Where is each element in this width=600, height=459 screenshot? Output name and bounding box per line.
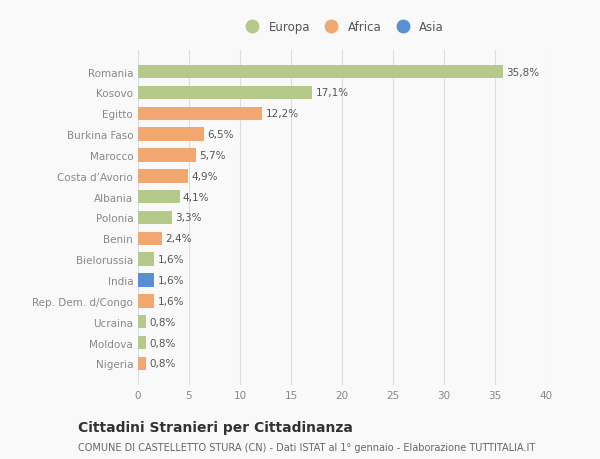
Bar xyxy=(138,211,172,225)
Bar xyxy=(138,232,163,246)
Text: 35,8%: 35,8% xyxy=(506,67,539,78)
Bar xyxy=(138,149,196,162)
Text: 0,8%: 0,8% xyxy=(149,317,176,327)
Bar xyxy=(138,315,146,329)
Bar xyxy=(138,294,154,308)
Text: 1,6%: 1,6% xyxy=(157,255,184,264)
Bar xyxy=(138,190,180,204)
Text: 12,2%: 12,2% xyxy=(265,109,299,119)
Bar xyxy=(138,66,503,79)
Text: 3,3%: 3,3% xyxy=(175,213,201,223)
Bar xyxy=(138,86,313,100)
Bar xyxy=(138,336,146,350)
Text: 4,1%: 4,1% xyxy=(183,192,209,202)
Text: COMUNE DI CASTELLETTO STURA (CN) - Dati ISTAT al 1° gennaio - Elaborazione TUTTI: COMUNE DI CASTELLETTO STURA (CN) - Dati … xyxy=(78,442,535,452)
Text: 2,4%: 2,4% xyxy=(166,234,192,244)
Bar xyxy=(138,253,154,266)
Bar xyxy=(138,128,204,142)
Bar xyxy=(138,357,146,370)
Text: 5,7%: 5,7% xyxy=(199,151,226,161)
Text: 1,6%: 1,6% xyxy=(157,275,184,285)
Text: 17,1%: 17,1% xyxy=(316,88,349,98)
Bar xyxy=(138,107,262,121)
Text: 6,5%: 6,5% xyxy=(208,130,234,140)
Bar xyxy=(138,274,154,287)
Text: 1,6%: 1,6% xyxy=(157,296,184,306)
Text: 0,8%: 0,8% xyxy=(149,358,176,369)
Legend: Europa, Africa, Asia: Europa, Africa, Asia xyxy=(235,16,449,39)
Bar xyxy=(138,170,188,183)
Text: Cittadini Stranieri per Cittadinanza: Cittadini Stranieri per Cittadinanza xyxy=(78,420,353,435)
Text: 0,8%: 0,8% xyxy=(149,338,176,348)
Text: 4,9%: 4,9% xyxy=(191,172,218,181)
